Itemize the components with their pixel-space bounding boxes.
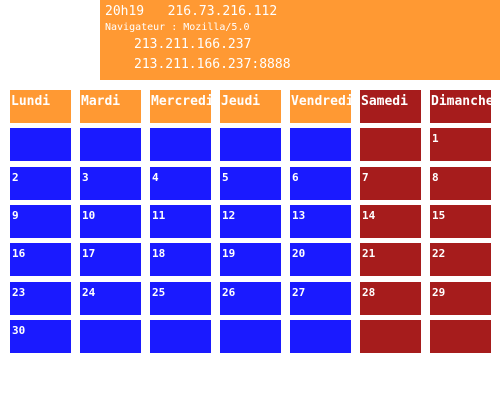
empty-day-cell <box>150 320 211 353</box>
day-cell-22[interactable]: 22 <box>430 243 491 276</box>
day-cell-16[interactable]: 16 <box>10 243 71 276</box>
header-mercredi: Mercredi <box>150 90 211 123</box>
day-cell-4[interactable]: 4 <box>150 167 211 200</box>
day-cell-24[interactable]: 24 <box>80 282 141 315</box>
header-samedi: Samedi <box>360 90 421 123</box>
header-jeudi: Jeudi <box>220 90 281 123</box>
day-cell-7[interactable]: 7 <box>360 167 421 200</box>
day-cell-9[interactable]: 9 <box>10 205 71 238</box>
day-cell-17[interactable]: 17 <box>80 243 141 276</box>
day-cell-11[interactable]: 11 <box>150 205 211 238</box>
empty-day-cell <box>80 128 141 161</box>
empty-day-cell <box>290 320 351 353</box>
day-cell-28[interactable]: 28 <box>360 282 421 315</box>
empty-day-cell <box>360 320 421 353</box>
empty-day-cell <box>360 128 421 161</box>
time-ip-line: 20h19 216.73.216.112 <box>105 4 277 19</box>
client-ip-text: 216.73.216.112 <box>167 4 278 19</box>
day-cell-12[interactable]: 12 <box>220 205 281 238</box>
day-cell-13[interactable]: 13 <box>290 205 351 238</box>
info-panel: 20h19 216.73.216.112 Navigateur : Mozill… <box>100 0 500 80</box>
day-cell-2[interactable]: 2 <box>10 167 71 200</box>
empty-day-cell <box>430 320 491 353</box>
day-cell-6[interactable]: 6 <box>290 167 351 200</box>
empty-day-cell <box>150 128 211 161</box>
day-cell-10[interactable]: 10 <box>80 205 141 238</box>
day-cell-21[interactable]: 21 <box>360 243 421 276</box>
header-mardi: Mardi <box>80 90 141 123</box>
day-cell-8[interactable]: 8 <box>430 167 491 200</box>
day-cell-14[interactable]: 14 <box>360 205 421 238</box>
header-dimanche: Dimanche <box>430 90 491 123</box>
day-cell-1[interactable]: 1 <box>430 128 491 161</box>
empty-day-cell <box>220 320 281 353</box>
day-cell-19[interactable]: 19 <box>220 243 281 276</box>
day-cell-26[interactable]: 26 <box>220 282 281 315</box>
day-cell-29[interactable]: 29 <box>430 282 491 315</box>
empty-day-cell <box>10 128 71 161</box>
day-cell-25[interactable]: 25 <box>150 282 211 315</box>
empty-day-cell <box>80 320 141 353</box>
host-ip-port-text: 213.211.166.237:8888 <box>134 57 291 72</box>
header-lundi: Lundi <box>10 90 71 123</box>
day-cell-15[interactable]: 15 <box>430 205 491 238</box>
day-cell-27[interactable]: 27 <box>290 282 351 315</box>
empty-day-cell <box>220 128 281 161</box>
host-ip-text: 213.211.166.237 <box>134 37 252 52</box>
day-cell-30[interactable]: 30 <box>10 320 71 353</box>
empty-day-cell <box>290 128 351 161</box>
day-cell-18[interactable]: 18 <box>150 243 211 276</box>
navigator-text: Navigateur : Mozilla/5.0 <box>105 22 250 33</box>
header-vendredi: Vendredi <box>290 90 351 123</box>
day-cell-5[interactable]: 5 <box>220 167 281 200</box>
time-text: 20h19 <box>105 4 145 19</box>
day-cell-3[interactable]: 3 <box>80 167 141 200</box>
day-cell-20[interactable]: 20 <box>290 243 351 276</box>
day-cell-23[interactable]: 23 <box>10 282 71 315</box>
